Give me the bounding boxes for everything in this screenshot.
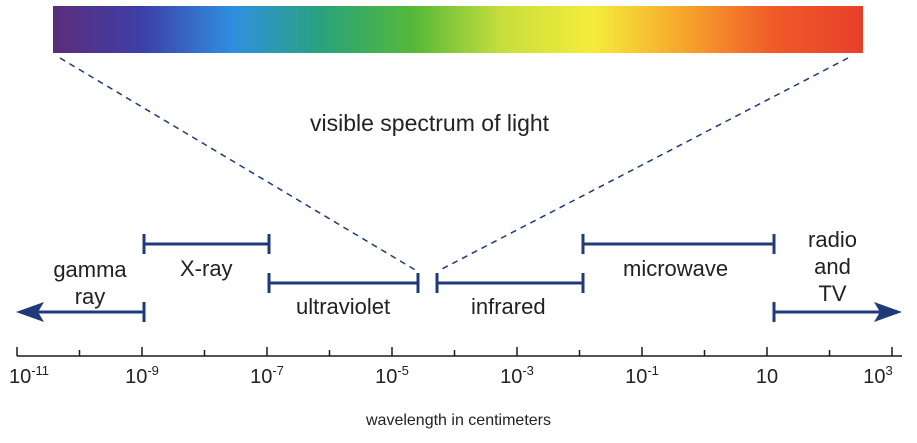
band-markers bbox=[28, 234, 890, 322]
gamma-ray-arrowhead bbox=[16, 302, 44, 322]
axis-title: wavelength in centimeters bbox=[366, 412, 551, 429]
axis-ticks bbox=[16, 347, 893, 356]
gamma-ray-label: gamma ray bbox=[53, 257, 127, 309]
tick-label: 103 bbox=[863, 363, 893, 388]
visible-spectrum-bar bbox=[53, 6, 863, 53]
zoom-line-right bbox=[437, 57, 849, 272]
tick-label: 10-7 bbox=[250, 363, 284, 388]
tick-label: 10-5 bbox=[375, 363, 409, 388]
tick-label: 10-11 bbox=[8, 363, 50, 388]
infrared-label: infrared bbox=[471, 294, 546, 319]
tick-label: 10-9 bbox=[125, 363, 159, 388]
tick-label: 10-1 bbox=[625, 363, 659, 388]
spectrum-caption: visible spectrum of light bbox=[310, 110, 550, 136]
radio-tv-label: radio and TV bbox=[808, 227, 857, 306]
ultraviolet-label: ultraviolet bbox=[296, 294, 391, 319]
zoom-line-left bbox=[59, 57, 418, 272]
microwave-label: microwave bbox=[623, 256, 729, 281]
tick-label: 10 bbox=[755, 366, 779, 388]
xray-label: X-ray bbox=[180, 256, 233, 281]
tick-label: 10-3 bbox=[500, 363, 534, 388]
radio-tv-arrowhead bbox=[874, 302, 902, 322]
